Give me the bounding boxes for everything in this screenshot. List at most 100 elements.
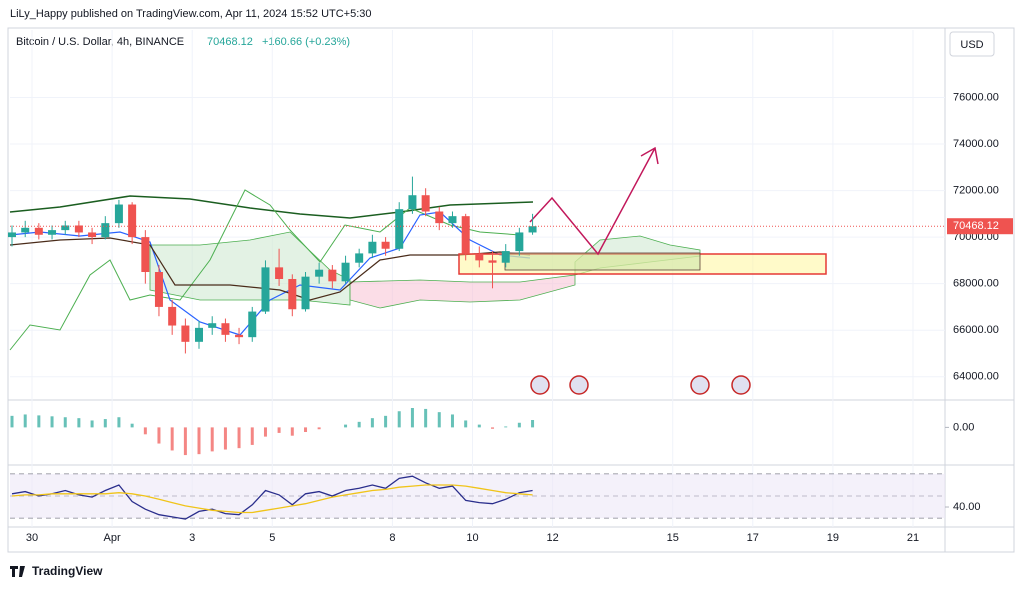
histogram-bar — [424, 408, 428, 428]
candle-body — [341, 262, 350, 282]
event-icons — [530, 375, 751, 395]
histogram-bar — [50, 416, 54, 428]
x-tick-label: Apr — [104, 532, 121, 544]
candle-body — [181, 325, 190, 342]
last-price-tag — [947, 218, 1013, 235]
x-tick-label: 21 — [907, 532, 919, 544]
candle-body — [381, 241, 390, 249]
candle-body — [488, 260, 497, 263]
candle-body — [128, 204, 137, 238]
last-price: 70468.12 — [207, 36, 253, 48]
candle-body — [301, 276, 310, 310]
candle-body — [288, 278, 297, 310]
symbol: Bitcoin / U.S. Dollar, 4h, BINANCE — [16, 36, 184, 48]
y-tick-label: 0.00 — [953, 421, 974, 433]
candle-body — [448, 216, 457, 224]
histogram-bar — [183, 427, 187, 456]
histogram-bar — [437, 412, 441, 428]
candle-body — [261, 267, 270, 312]
conversion-line — [9, 211, 531, 336]
histogram-bar — [531, 420, 535, 428]
histogram-bar — [23, 414, 27, 428]
candle-body — [61, 225, 70, 231]
candle-body — [74, 225, 83, 233]
candle-body — [461, 216, 470, 254]
cloud-bearish — [349, 274, 576, 309]
candle-body — [355, 253, 364, 263]
price-change: +160.66 (+0.23%) — [262, 36, 350, 48]
y-tick-label: 40.00 — [953, 501, 981, 513]
last-price-tag-label: 70468.12 — [953, 220, 999, 232]
candle-body — [154, 272, 163, 307]
histogram-bar — [10, 415, 14, 428]
histogram-bar — [157, 427, 161, 444]
histogram-bar — [477, 424, 481, 428]
histogram-bar — [277, 427, 281, 433]
x-tick-label: 15 — [667, 532, 679, 544]
histogram-bar — [263, 427, 267, 437]
candle-body — [235, 334, 244, 338]
histogram-bar — [197, 427, 201, 455]
histogram-bar — [117, 417, 121, 428]
candle-body — [315, 269, 324, 277]
histogram-bar — [410, 408, 414, 428]
candle-body — [114, 204, 123, 224]
candle-body — [248, 311, 257, 338]
event-flag[interactable] — [530, 375, 550, 395]
histogram-bar — [304, 427, 308, 432]
event-flag[interactable] — [731, 375, 751, 395]
histogram-bar — [223, 427, 227, 450]
x-tick-label: 10 — [466, 532, 478, 544]
candle-body — [101, 223, 110, 238]
histogram-bar — [317, 427, 321, 430]
candle-body — [515, 232, 524, 252]
candle-body — [8, 232, 17, 238]
candle-body — [408, 195, 417, 210]
event-flag[interactable] — [569, 375, 589, 395]
histogram-bar — [491, 427, 495, 429]
currency[interactable]: USD — [960, 39, 983, 51]
projection-arrowhead — [640, 146, 659, 165]
histogram-bar — [170, 427, 174, 451]
histogram-bar — [384, 415, 388, 428]
y-tick-label: 76000.00 — [953, 91, 999, 103]
histogram-bar — [77, 418, 81, 428]
frame — [7, 27, 1015, 553]
currency-button[interactable] — [949, 31, 995, 57]
brand: TradingView — [32, 564, 103, 578]
candle-body — [435, 211, 444, 224]
x-tick-label: 12 — [546, 532, 558, 544]
y-tick-label: 68000.00 — [953, 278, 999, 290]
target-zone[interactable] — [504, 252, 701, 271]
candle-body — [221, 323, 230, 335]
histogram-bar — [130, 423, 134, 428]
histogram-bar — [504, 426, 508, 428]
x-tick-label: 5 — [269, 532, 275, 544]
publisher: LiLy_Happy published on TradingView.com,… — [10, 8, 372, 20]
x-tick-label: 30 — [26, 532, 38, 544]
histogram-bar — [90, 420, 94, 428]
candle-body — [88, 232, 97, 238]
candle-body — [208, 323, 217, 328]
candle-body — [501, 251, 510, 263]
histogram-bar — [290, 427, 294, 436]
histogram-bar — [450, 414, 454, 428]
histogram-bar — [37, 415, 41, 428]
y-tick-label: 66000.00 — [953, 324, 999, 336]
histogram-bar — [143, 427, 147, 435]
marks — [8, 176, 945, 520]
histogram-bar — [517, 422, 521, 428]
candle-body — [168, 306, 177, 326]
logo-mark — [10, 566, 25, 577]
histogram-bar — [397, 411, 401, 428]
candle-body — [21, 227, 30, 233]
candle-body — [368, 241, 377, 254]
x-tick-label: 17 — [747, 532, 759, 544]
candle-body — [48, 230, 57, 235]
oscillator-line — [11, 484, 533, 514]
band-fill — [10, 473, 945, 519]
histogram-bar — [464, 420, 468, 428]
histogram-bar — [250, 427, 254, 445]
histogram-bar — [63, 417, 67, 428]
event-flag[interactable] — [690, 375, 710, 395]
